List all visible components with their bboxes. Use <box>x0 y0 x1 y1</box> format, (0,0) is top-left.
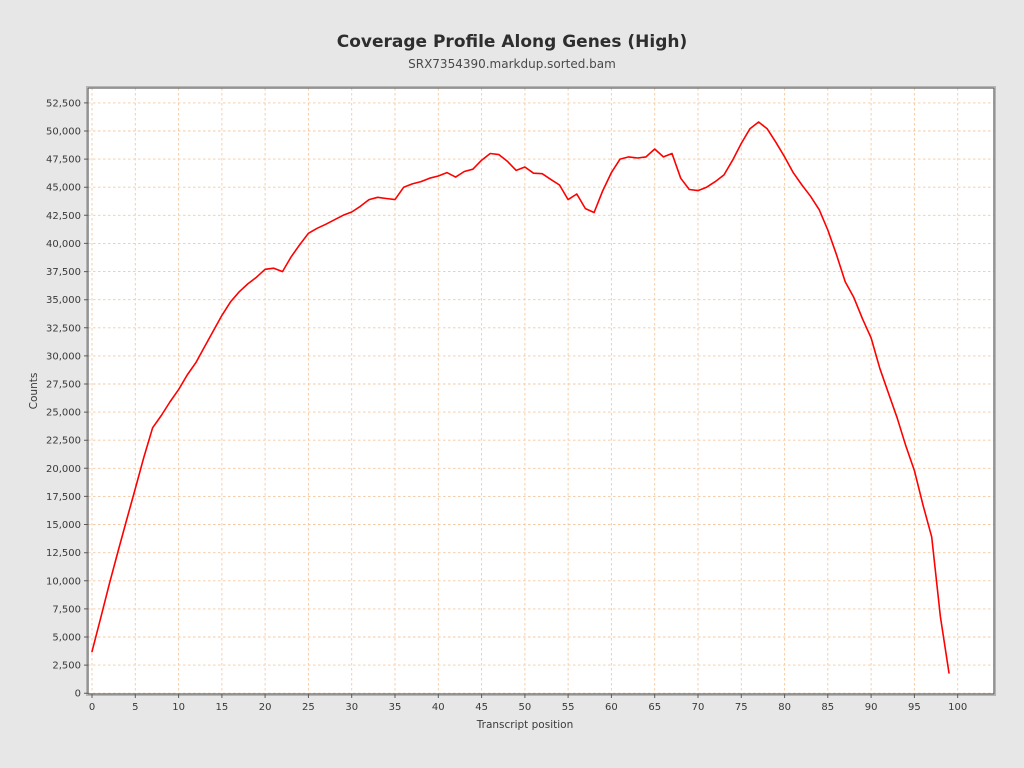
plot-region: 0 5 10 15 20 25 30 35 40 45 50 55 60 65 70 75 80 85 90 95 10… <box>46 86 996 713</box>
plot-area <box>88 88 994 694</box>
y-tick-label: 50,000 <box>46 127 81 138</box>
y-tick-label: 22,500 <box>46 436 81 447</box>
x-tick-label: 90 <box>865 702 878 713</box>
x-tick-label: 65 <box>648 702 661 713</box>
y-tick-label: 30,000 <box>46 351 81 362</box>
chart-title: Coverage Profile Along Genes (High) <box>337 32 688 52</box>
y-tick-label: 47,500 <box>46 155 81 166</box>
plot-frame-outer <box>86 86 996 696</box>
y-tick-label: 12,500 <box>46 548 81 559</box>
y-tick-label: 10,000 <box>46 576 81 587</box>
y-tick-label: 45,000 <box>46 183 81 194</box>
x-tick-label: 30 <box>345 702 358 713</box>
x-tick-label: 60 <box>605 702 618 713</box>
y-tick-label: 42,500 <box>46 211 81 222</box>
y-tick-label: 7,500 <box>52 604 81 615</box>
plot-frame <box>87 87 995 695</box>
tick-marks <box>84 102 959 698</box>
x-tick-label: 95 <box>908 702 921 713</box>
x-tick-label: 50 <box>519 702 532 713</box>
x-tick-label: 75 <box>735 702 748 713</box>
x-tick-label: 55 <box>562 702 575 713</box>
y-tick-label: 2,500 <box>52 661 81 672</box>
y-tick-label: 32,500 <box>46 323 81 334</box>
y-tick-label: 40,000 <box>46 239 81 250</box>
x-tick-label: 85 <box>821 702 834 713</box>
y-tick-label: 35,000 <box>46 295 81 306</box>
chart-subtitle: SRX7354390.markdup.sorted.bam <box>408 57 616 71</box>
x-tick-label: 10 <box>172 702 185 713</box>
x-tick-label: 70 <box>692 702 705 713</box>
x-tick-label: 15 <box>216 702 229 713</box>
x-tick-label: 20 <box>259 702 272 713</box>
x-tick-label: 5 <box>132 702 138 713</box>
x-tick-label: 100 <box>948 702 967 713</box>
y-tick-label: 15,000 <box>46 520 81 531</box>
x-tick-label: 35 <box>389 702 402 713</box>
x-tick-label: 80 <box>778 702 791 713</box>
y-tick-label: 37,500 <box>46 267 81 278</box>
y-axis-label: Counts <box>28 373 40 410</box>
x-tick-label: 0 <box>89 702 95 713</box>
x-tick-label: 25 <box>302 702 315 713</box>
x-axis-label: Transcript position <box>476 719 573 731</box>
y-tick-label: 17,500 <box>46 492 81 503</box>
y-tick-label: 5,000 <box>52 633 81 644</box>
y-tick-label: 27,500 <box>46 380 81 391</box>
x-tick-label: 40 <box>432 702 445 713</box>
y-tick-label: 20,000 <box>46 464 81 475</box>
y-tick-label: 0 <box>75 689 81 700</box>
y-tick-label: 52,500 <box>46 98 81 109</box>
y-tick-label: 25,000 <box>46 408 81 419</box>
coverage-line <box>91 121 950 674</box>
x-tick-label: 45 <box>475 702 488 713</box>
